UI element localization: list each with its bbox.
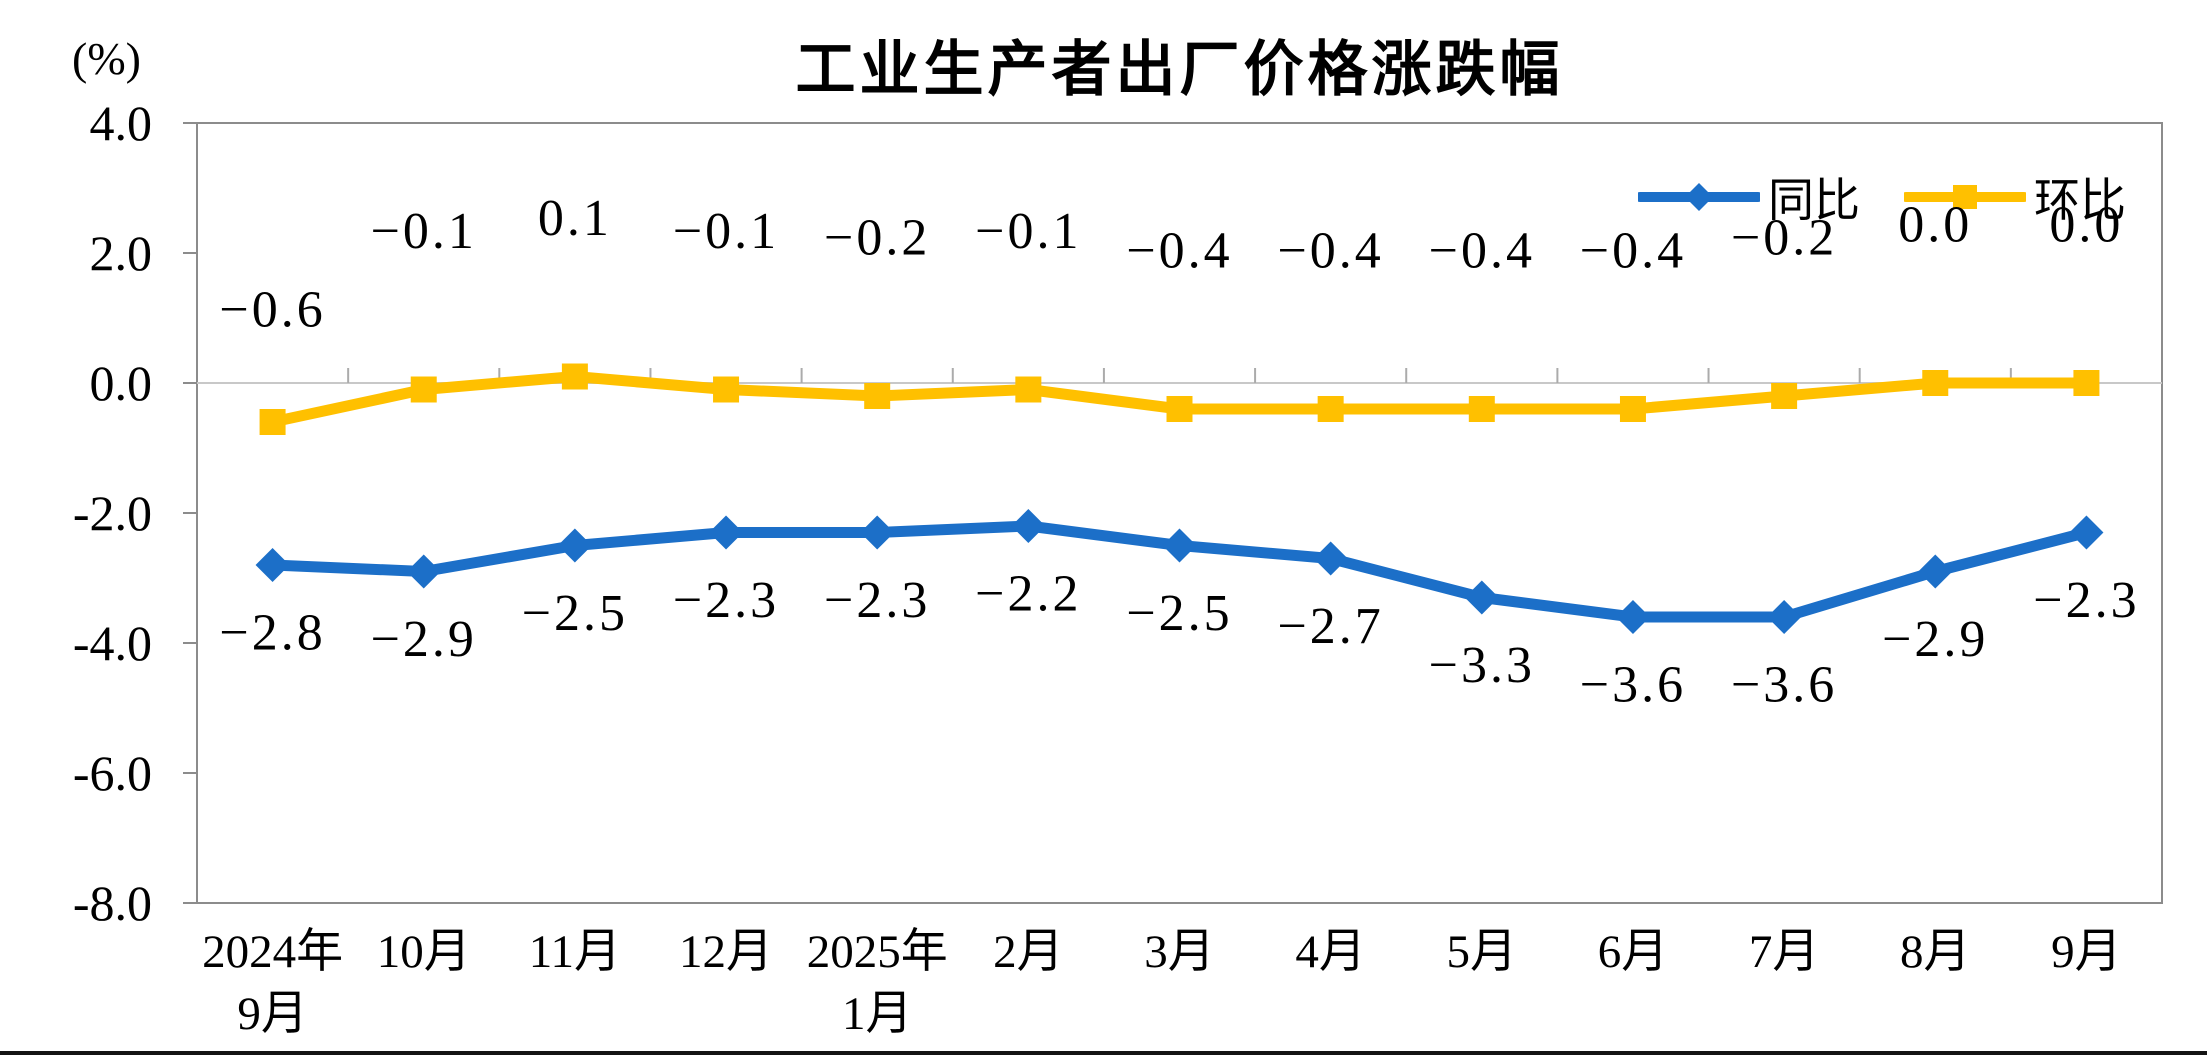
x-axis-tick-label: 4月: [1295, 926, 1366, 978]
data-label: −0.4: [1429, 223, 1535, 280]
data-label: −0.6: [219, 282, 325, 339]
x-axis-tick-label: 8月: [1900, 926, 1971, 978]
square-marker: [410, 376, 437, 403]
x-axis-tick-label: 1月: [842, 988, 913, 1040]
data-label: −2.3: [2033, 572, 2139, 629]
data-label: −2.9: [371, 611, 477, 668]
y-axis-tick-label: -8.0: [73, 875, 152, 931]
data-label: −2.9: [1882, 611, 1988, 668]
diamond-marker: [1918, 554, 1953, 589]
line-diamond-marker-icon: [1638, 183, 1760, 211]
data-label: −3.6: [1731, 657, 1837, 714]
diamond-marker: [406, 554, 441, 589]
data-label: −2.3: [824, 572, 930, 629]
legend-item-tongbi: 同比: [1638, 164, 1860, 230]
data-label: −2.2: [975, 566, 1081, 623]
data-label: −0.4: [1277, 223, 1383, 280]
square-marker: [259, 409, 286, 435]
diamond-marker: [2069, 515, 2104, 550]
legend-label-tongbi: 同比: [1768, 175, 1860, 226]
y-axis-tick-label: -6.0: [73, 745, 152, 801]
diamond-marker: [1162, 528, 1197, 563]
data-label: −0.2: [1731, 210, 1837, 267]
legend-square-marker-icon: [1953, 185, 1977, 209]
diamond-marker: [1313, 541, 1348, 576]
data-label: −2.3: [673, 572, 779, 629]
x-axis-tick-label: 9月: [2051, 926, 2122, 978]
diamond-marker: [709, 515, 744, 550]
square-marker: [1619, 396, 1646, 422]
x-axis-tick-label: 2月: [993, 926, 1064, 978]
data-label: −2.7: [1277, 598, 1383, 655]
diamond-marker: [1011, 509, 1046, 543]
data-label: −3.3: [1429, 637, 1535, 694]
data-label: 0.1: [538, 190, 612, 247]
page-bottom-rule: [0, 1051, 2207, 1055]
square-marker: [1468, 396, 1495, 422]
x-axis-tick-label: 2024年: [202, 926, 343, 978]
diamond-marker: [255, 548, 290, 582]
square-marker: [864, 383, 891, 409]
data-label: −3.6: [1580, 657, 1686, 714]
y-axis-unit-label: (%): [72, 33, 141, 84]
data-label: −0.2: [824, 210, 930, 267]
legend-item-huanbi: 环比: [1904, 164, 2126, 230]
chart-legend: 同比 环比: [1638, 164, 2126, 230]
data-label: −0.4: [1126, 223, 1232, 280]
square-marker: [2073, 370, 2100, 396]
x-axis-tick-label: 11月: [529, 926, 621, 978]
chart-title: 工业生产者出厂价格涨跌幅: [795, 36, 1564, 103]
y-axis-tick-label: 0.0: [90, 355, 153, 411]
diamond-marker: [1615, 600, 1650, 634]
data-label: −0.1: [371, 203, 477, 260]
square-marker: [1771, 383, 1798, 409]
data-label: −2.8: [219, 605, 325, 662]
data-label: −0.4: [1580, 223, 1686, 280]
square-marker: [713, 376, 740, 403]
x-axis-tick-label: 12月: [679, 926, 773, 978]
square-marker: [561, 363, 588, 390]
legend-diamond-marker-icon: [1685, 183, 1713, 211]
y-axis-tick-label: -2.0: [73, 485, 152, 541]
data-label: −2.5: [522, 585, 628, 642]
line-square-marker-icon: [1904, 185, 2026, 209]
diamond-marker: [1767, 600, 1802, 634]
x-axis-tick-label: 10月: [377, 926, 471, 978]
data-label: 0.0: [2049, 197, 2123, 254]
square-marker: [1317, 396, 1344, 422]
legend-label-huanbi: 环比: [2034, 175, 2126, 226]
diamond-marker: [860, 515, 895, 550]
data-label: −2.5: [1126, 585, 1232, 642]
diamond-marker: [557, 528, 592, 563]
data-label: −0.1: [975, 203, 1081, 260]
y-axis-tick-label: 4.0: [90, 95, 153, 151]
diamond-marker: [1464, 580, 1499, 615]
y-axis-tick-label: -4.0: [73, 615, 152, 671]
x-axis-tick-label: 5月: [1447, 926, 1518, 978]
x-axis-tick-label: 3月: [1144, 926, 1215, 978]
x-axis-tick-label: 2025年: [807, 926, 948, 978]
data-label: −0.1: [673, 203, 779, 260]
data-label: 0.0: [1898, 197, 1972, 254]
y-axis-tick-label: 2.0: [90, 225, 153, 281]
square-marker: [1922, 370, 1949, 396]
x-axis-tick-label: 9月: [237, 988, 308, 1040]
square-marker: [1166, 396, 1193, 422]
x-axis-tick-label: 6月: [1598, 926, 1669, 978]
x-axis-tick-label: 7月: [1749, 926, 1820, 978]
square-marker: [1015, 376, 1042, 403]
